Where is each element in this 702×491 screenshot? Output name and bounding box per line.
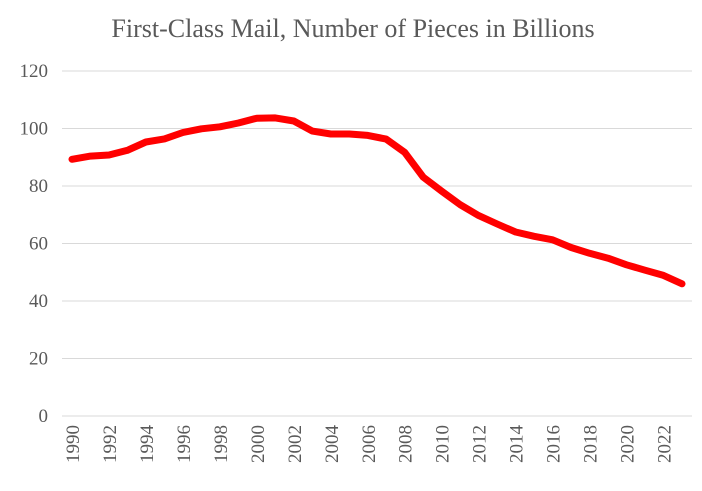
x-tick-label: 2002 [285,425,306,463]
x-tick-label: 1996 [174,425,195,463]
y-tick-label: 80 [29,176,48,197]
y-tick-label: 20 [29,349,48,370]
x-tick-label: 2022 [655,425,676,463]
gridlines [62,70,692,417]
y-axis-tick-labels: 0 20 40 60 80 100 120 [20,61,49,427]
x-tick-label: 2008 [396,425,417,463]
x-tick-label: 2010 [433,425,454,463]
x-tick-label: 2000 [248,425,269,463]
series-line-0 [68,114,686,288]
y-tick-label: 60 [29,234,48,255]
x-tick-label: 2014 [507,425,528,464]
x-axis-tick-labels: 1990 1992 1994 1996 1998 2000 2002 2004 2006 2008… [63,425,676,464]
x-tick-label: 2012 [470,425,491,463]
y-tick-label: 100 [20,119,49,140]
x-tick-label: 1994 [137,425,158,464]
series-layer [68,114,686,288]
x-tick-label: 1992 [100,425,121,463]
y-tick-label: 0 [39,406,49,427]
x-tick-label: 2018 [581,425,602,463]
x-tick-label: 2004 [322,425,343,464]
chart-title: First-Class Mail, Number of Pieces in Bi… [111,14,594,43]
x-tick-label: 1998 [211,425,232,463]
y-tick-label: 40 [29,291,48,312]
x-tick-label: 2006 [359,425,380,463]
y-tick-label: 120 [20,61,49,82]
x-tick-label: 2020 [618,425,639,463]
x-tick-label: 1990 [63,425,84,463]
x-tick-label: 2016 [544,425,565,463]
